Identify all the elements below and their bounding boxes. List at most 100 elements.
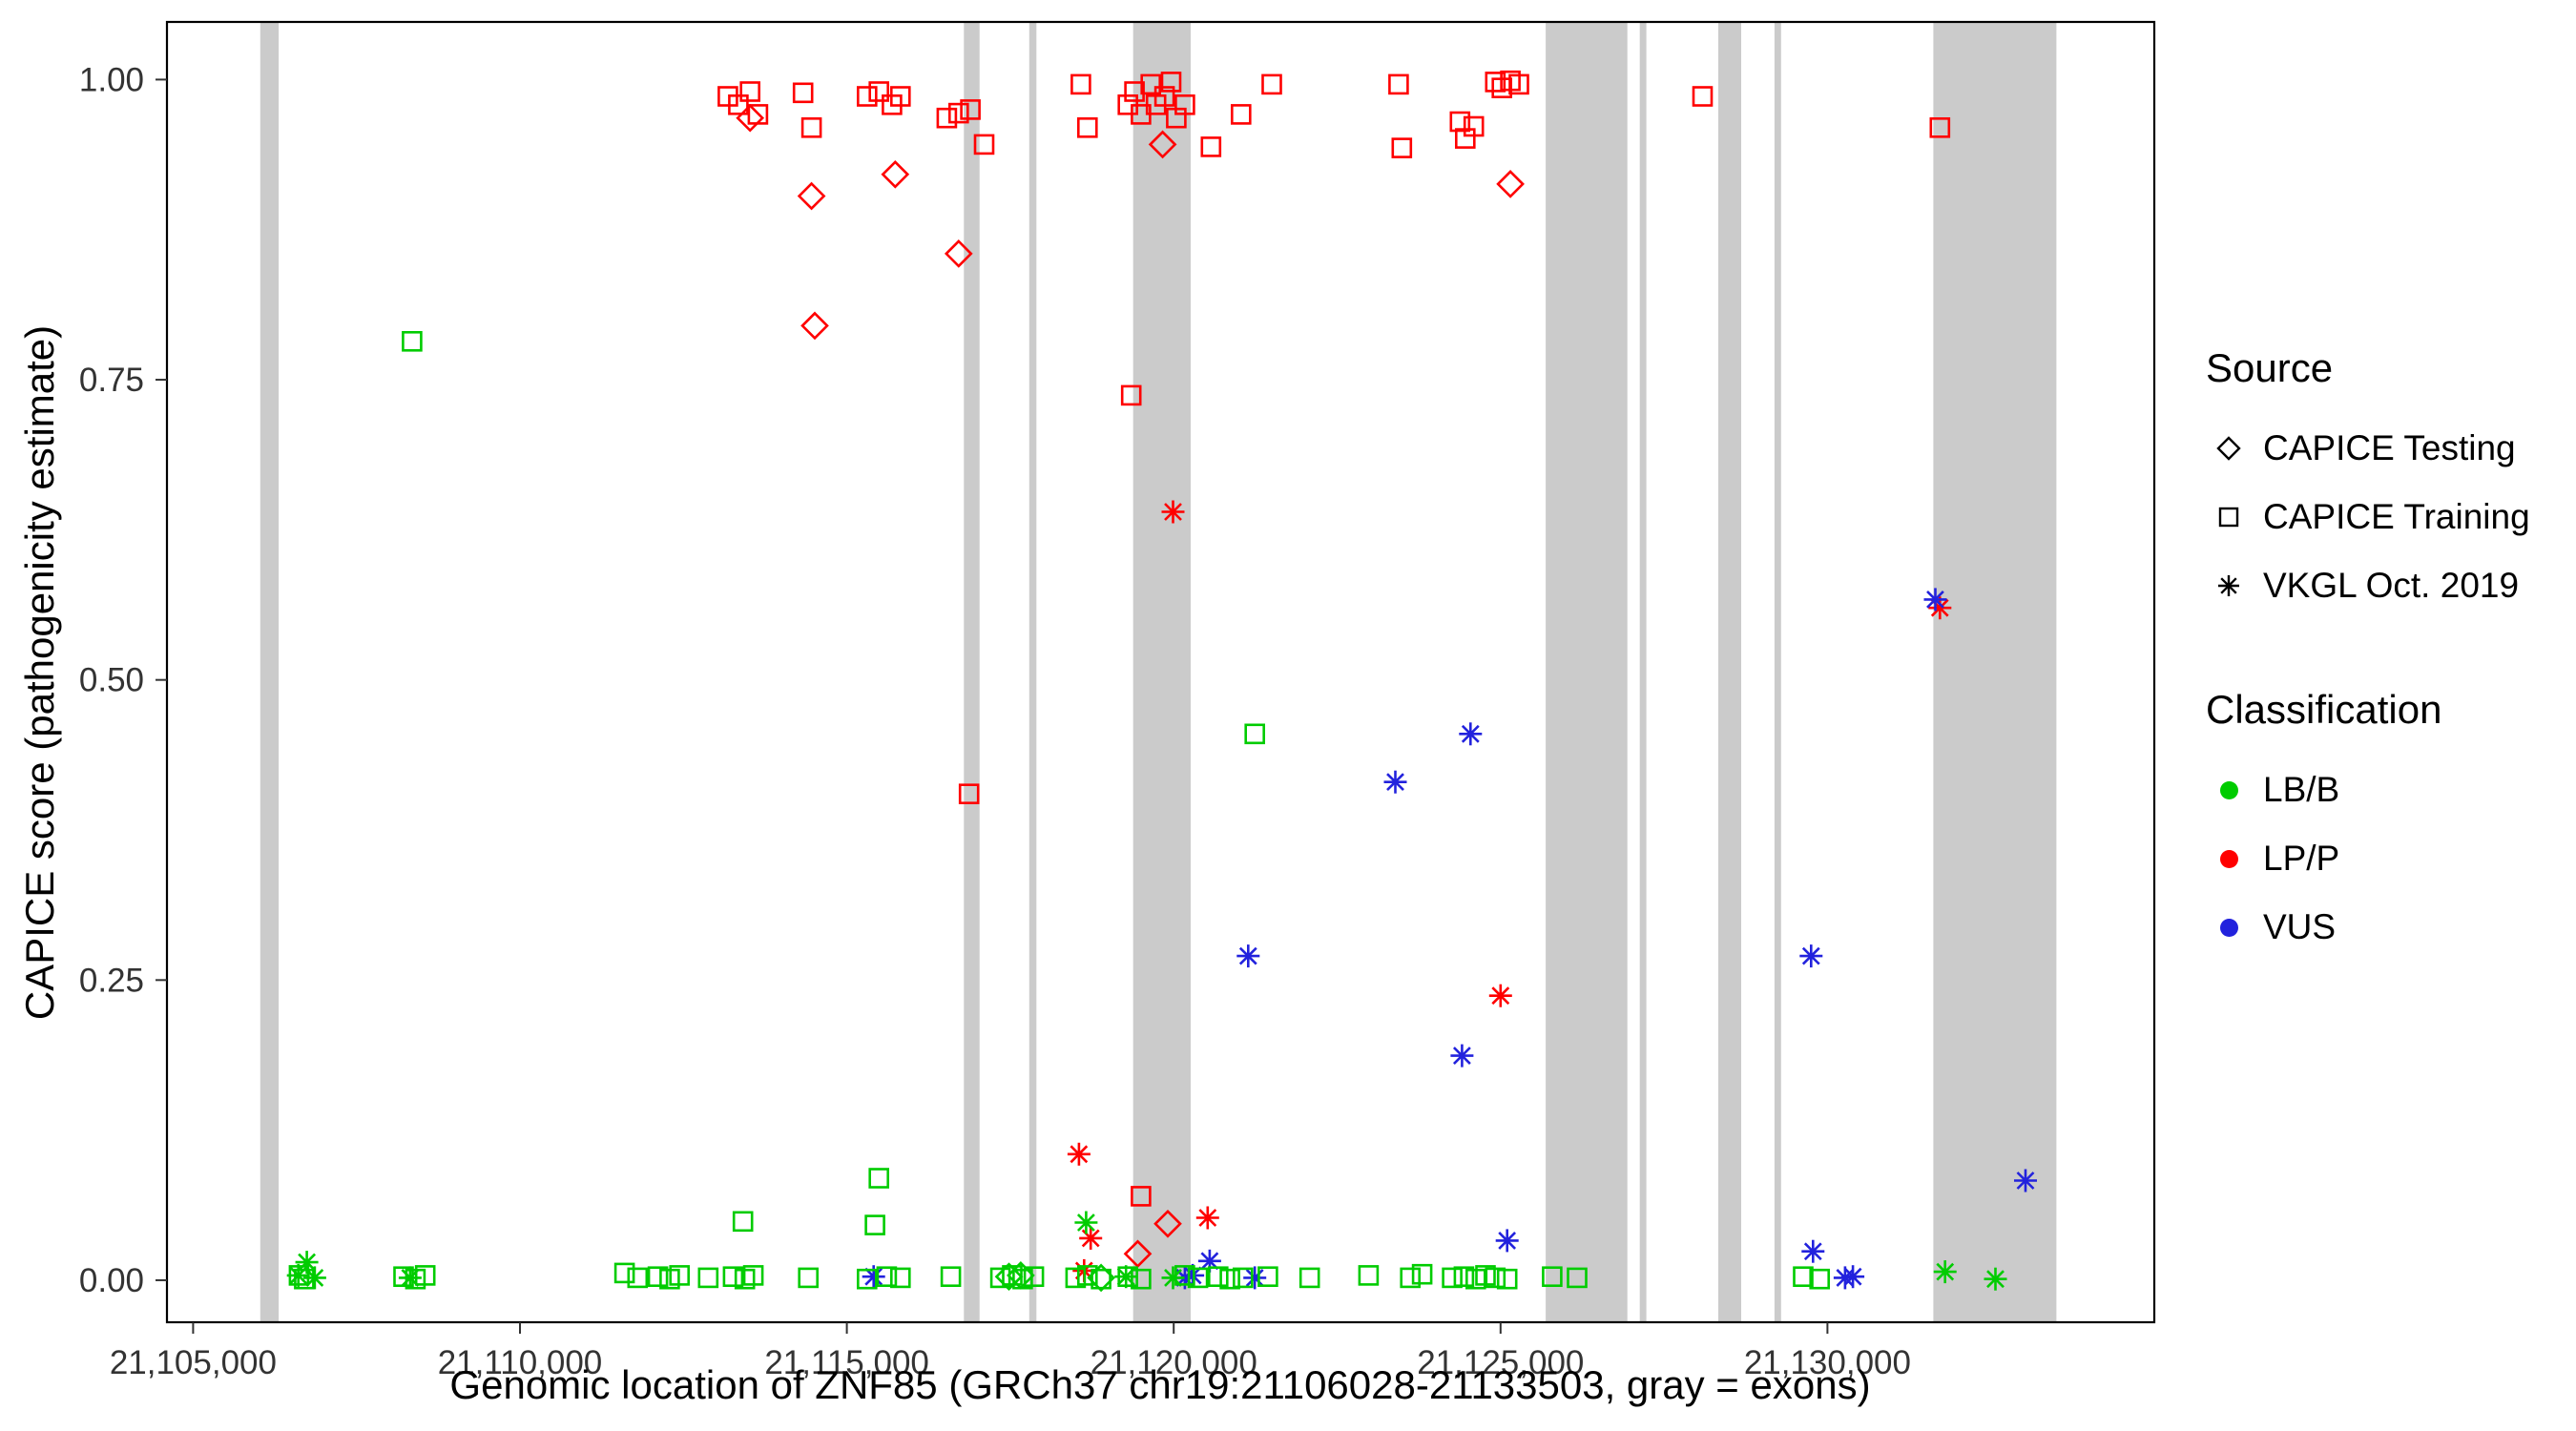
data-point: [1174, 94, 1195, 115]
data-point: [1400, 1267, 1421, 1289]
data-point: [1236, 944, 1260, 968]
lpp-color-dot: [2206, 836, 2252, 881]
data-point: [1124, 81, 1145, 102]
exon-band: [1028, 22, 1037, 1322]
data-point: [1933, 1260, 1957, 1284]
data-point: [856, 1268, 878, 1290]
data-point: [800, 311, 829, 341]
data-point: [1074, 1211, 1098, 1234]
data-point: [1197, 1249, 1221, 1273]
data-point: [1077, 117, 1098, 138]
x-tick-label: 21,115,000: [764, 1344, 929, 1381]
data-point: [1243, 1266, 1267, 1290]
data-point: [627, 1267, 649, 1289]
legend-item-capice-testing: CAPICE Testing: [2206, 414, 2530, 483]
data-point: [889, 1267, 911, 1289]
data-point: [613, 1262, 635, 1284]
data-point: [1181, 1263, 1205, 1287]
exon-band: [1774, 22, 1781, 1322]
data-point: [286, 1263, 310, 1287]
data-point: [1388, 73, 1409, 95]
data-point: [1841, 1265, 1865, 1289]
data-point: [1459, 722, 1483, 746]
y-tick-label: 0.50: [79, 662, 144, 699]
data-point: [1383, 770, 1407, 794]
exon-band: [1132, 22, 1191, 1322]
y-tick-label: 1.00: [79, 61, 144, 98]
data-point: [947, 102, 969, 124]
data-point: [742, 1265, 764, 1286]
data-point: [1219, 1268, 1240, 1290]
data-point: [1508, 73, 1529, 95]
data-point: [1187, 1267, 1209, 1289]
x-tick-label: 21,120,000: [1091, 1344, 1257, 1381]
data-point: [868, 81, 890, 102]
legend-classification-group: Classification LB/B LP/P VUS: [2206, 687, 2530, 962]
data-point: [1485, 1267, 1506, 1289]
data-point: [1114, 1265, 1138, 1289]
data-point: [1233, 1267, 1254, 1289]
y-axis-title-text: CAPICE score (pathogenicity estimate): [17, 324, 62, 1021]
diamond-icon: [2206, 425, 2252, 471]
data-point: [1496, 1268, 1518, 1290]
data-point: [1923, 588, 1947, 612]
legend-classification-title: Classification: [2206, 687, 2442, 732]
data-point: [798, 1267, 820, 1289]
legend-item-vkgl: VKGL Oct. 2019: [2206, 551, 2530, 620]
data-point: [1391, 137, 1413, 158]
data-point: [1298, 1267, 1320, 1289]
data-point: [1065, 1267, 1087, 1289]
data-point: [1070, 73, 1091, 95]
data-point: [669, 1265, 691, 1286]
asterisk-icon: [2206, 563, 2252, 609]
data-point: [1411, 1263, 1433, 1285]
exon-band: [1933, 22, 2057, 1322]
data-point: [800, 117, 822, 138]
data-point: [1244, 723, 1265, 745]
data-point: [1200, 136, 1222, 157]
data-point: [1067, 1142, 1091, 1166]
data-point: [1120, 384, 1142, 406]
data-point: [868, 1168, 890, 1189]
data-point: [1160, 72, 1182, 93]
data-point: [856, 86, 878, 107]
data-point: [1161, 1266, 1185, 1290]
data-point: [1131, 1268, 1152, 1290]
data-point: [402, 330, 423, 352]
data-point: [1007, 1261, 1035, 1290]
data-point: [1140, 73, 1161, 95]
data-point: [889, 86, 911, 107]
data-point: [1079, 1226, 1103, 1250]
data-point: [1542, 1266, 1563, 1287]
square-icon: [2206, 494, 2252, 540]
data-point: [1123, 1239, 1153, 1269]
data-point: [1567, 1267, 1588, 1289]
data-point: [1153, 1209, 1182, 1238]
data-point: [295, 1251, 319, 1275]
legend-item-label: CAPICE Training: [2263, 497, 2530, 536]
data-point: [1450, 1044, 1474, 1068]
data-point: [994, 1262, 1024, 1292]
legend-group-gap: [2206, 620, 2530, 687]
data-point: [864, 1214, 885, 1235]
legend-source-title: Source: [2206, 345, 2334, 390]
data-point: [1153, 86, 1175, 107]
legend-item-vus: VUS: [2206, 893, 2530, 962]
data-point: [2014, 1169, 2037, 1192]
legend-item-lpp: LP/P: [2206, 824, 2530, 893]
data-point: [1442, 1267, 1463, 1289]
data-point: [732, 1211, 754, 1233]
data-point: [1023, 1266, 1045, 1287]
y-tick-label: 0.25: [79, 962, 144, 999]
data-point: [940, 1266, 962, 1287]
data-point: [1799, 944, 1823, 968]
data-point: [302, 1266, 326, 1290]
legend-source-group: Source CAPICE Testing CAPICE Training: [2206, 345, 2530, 620]
lbb-color-dot: [2206, 767, 2252, 813]
data-point: [876, 1266, 898, 1287]
data-point: [1809, 1268, 1830, 1290]
data-point: [647, 1266, 669, 1287]
exon-band: [260, 22, 280, 1322]
